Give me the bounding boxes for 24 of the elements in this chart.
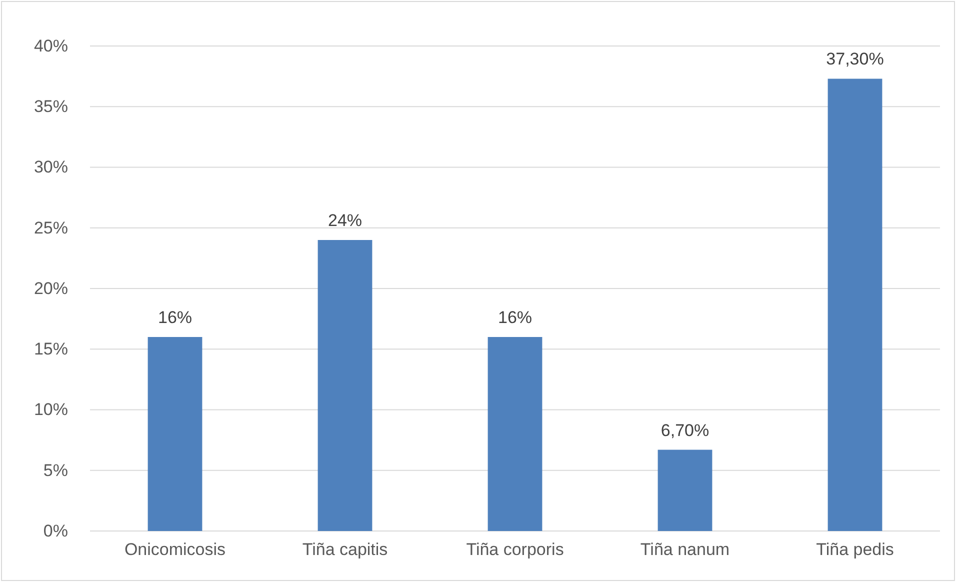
- data-label: 37,30%: [826, 50, 884, 69]
- x-tick-label: Tiña corporis: [466, 540, 564, 560]
- y-tick-label: 35%: [34, 97, 68, 116]
- bar: [828, 78, 882, 531]
- data-label: 6,70%: [660, 420, 710, 440]
- y-tick-label: 15%: [34, 340, 68, 359]
- x-tick-label: Tiña nanum: [640, 540, 730, 560]
- bar: [318, 240, 372, 531]
- y-tick-label: 10%: [34, 400, 68, 420]
- y-tick-label: 5%: [43, 460, 68, 480]
- x-tick-label: Tiña capitis: [302, 540, 388, 560]
- x-tick-label: Tiña pedis: [816, 540, 894, 560]
- y-tick-label: 20%: [34, 278, 68, 298]
- bar: [488, 337, 542, 531]
- y-tick-label: 30%: [34, 158, 68, 177]
- data-label: 16%: [158, 308, 192, 327]
- y-tick-label: 0%: [43, 521, 68, 540]
- data-label: 24%: [328, 211, 362, 230]
- bar: [148, 337, 202, 531]
- y-tick-label: 25%: [34, 218, 68, 238]
- data-label: 16%: [498, 308, 532, 327]
- bar: [658, 450, 712, 531]
- x-tick-label: Onicomicosis: [124, 540, 226, 560]
- y-tick-label: 40%: [34, 36, 68, 56]
